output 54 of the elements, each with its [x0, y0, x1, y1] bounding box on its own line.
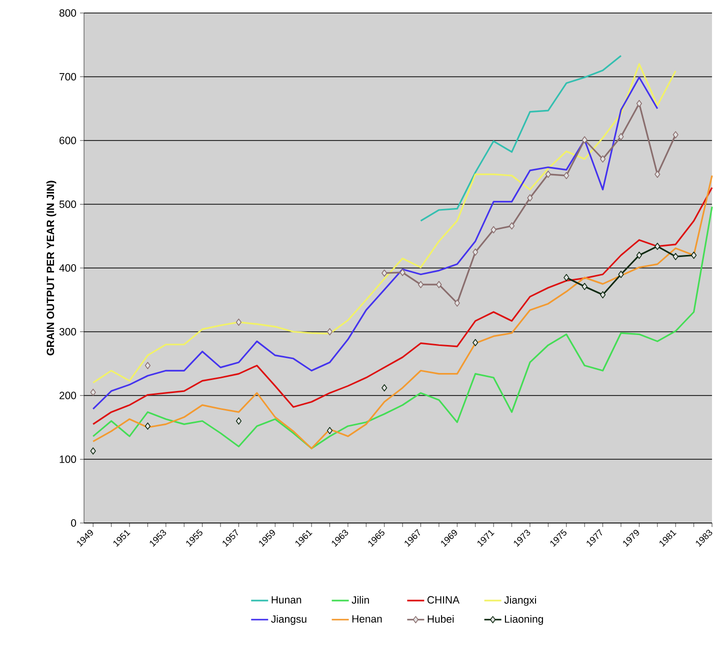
- point: [236, 318, 242, 326]
- y-axis-title: GRAIN OUTPUT PER YEAR (IN JIN): [46, 180, 56, 356]
- legend-label: Henan: [352, 615, 382, 623]
- legend-label: Hunan: [272, 596, 302, 604]
- legend-label: Hubei: [428, 615, 454, 623]
- point: [545, 170, 551, 178]
- point: [508, 222, 515, 230]
- point: [326, 426, 333, 434]
- point: [144, 362, 151, 370]
- point: [454, 299, 460, 307]
- point: [618, 270, 624, 278]
- legend-label: CHINA: [428, 596, 460, 604]
- point: [691, 252, 697, 259]
- point: [144, 422, 151, 430]
- point: [654, 242, 660, 250]
- y-tick-label: 700: [60, 73, 76, 80]
- point: [436, 280, 442, 288]
- point: [582, 136, 588, 144]
- point: [527, 194, 533, 202]
- point: [618, 133, 624, 140]
- y-tick-label: 500: [59, 200, 76, 208]
- legend-label: Jilin: [352, 596, 369, 604]
- y-tick-label: 200: [60, 392, 76, 400]
- point: [672, 131, 678, 138]
- point: [236, 417, 242, 425]
- point: [636, 252, 642, 259]
- line-series: [420, 54, 622, 222]
- point: [490, 226, 496, 234]
- legend-label: Jiangsu: [271, 615, 306, 625]
- point: [564, 172, 570, 180]
- point: [382, 270, 388, 277]
- point: [600, 291, 606, 298]
- point: [90, 388, 96, 396]
- point: [400, 268, 406, 276]
- point: [418, 280, 424, 288]
- point: [382, 384, 388, 392]
- y-tick-label: 800: [59, 9, 76, 17]
- point: [654, 170, 660, 178]
- legend-label: Jiangxi: [504, 596, 536, 606]
- point: [564, 274, 570, 282]
- y-tick-label: 600: [60, 136, 76, 144]
- point: [672, 252, 678, 260]
- y-tick-label: 100: [60, 456, 76, 463]
- point: [636, 100, 642, 108]
- point: [326, 328, 333, 336]
- point: [582, 282, 588, 290]
- point: [600, 155, 606, 163]
- y-tick-label: 300: [59, 328, 76, 336]
- point: [90, 447, 96, 455]
- y-tick-label: 0: [71, 519, 76, 527]
- point: [472, 248, 478, 256]
- y-tick-label: 400: [59, 264, 76, 272]
- legend-label: Liaoning: [504, 615, 543, 625]
- point: [472, 338, 478, 346]
